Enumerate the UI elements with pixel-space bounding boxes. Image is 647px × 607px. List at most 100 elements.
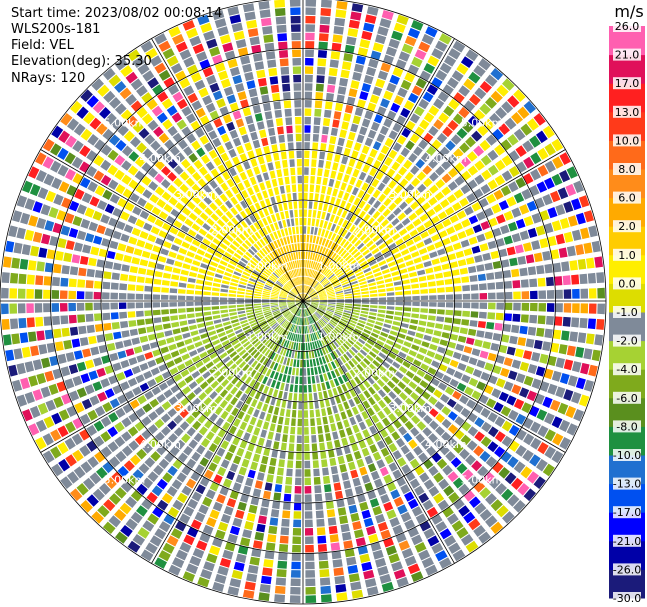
ray-gate xyxy=(275,16,286,25)
ray-gate xyxy=(326,152,333,161)
ray-gate xyxy=(151,105,163,117)
ray-gate xyxy=(228,297,236,301)
ray-gate xyxy=(264,42,275,52)
ray-gate xyxy=(282,274,288,282)
colorbar-tick-bg xyxy=(613,334,641,347)
ray-gate xyxy=(206,270,215,277)
ray-gate xyxy=(388,366,397,374)
ray-gate xyxy=(316,383,322,392)
ray-gate xyxy=(179,421,190,431)
ray-gate xyxy=(228,293,236,297)
ray-gate xyxy=(419,119,430,130)
ray-gate xyxy=(351,262,359,269)
ray-gate xyxy=(436,280,445,286)
ray-gate xyxy=(462,293,471,300)
ray-gate xyxy=(370,263,379,270)
ray-gate xyxy=(412,295,420,300)
ray-gate xyxy=(173,414,183,425)
ray-gate xyxy=(327,306,335,310)
ray-gate xyxy=(221,284,229,289)
ray-gate xyxy=(288,443,295,452)
ray-gate xyxy=(542,194,553,206)
ray-gate xyxy=(301,268,303,276)
ray-gate xyxy=(249,204,257,214)
ray-gate xyxy=(246,286,255,291)
ray-gate xyxy=(171,479,183,490)
ray-gate xyxy=(8,364,18,377)
ray-gate xyxy=(309,325,313,333)
ray-gate xyxy=(265,368,272,377)
ray-gate xyxy=(309,184,315,193)
ray-gate xyxy=(316,245,321,253)
ray-gate xyxy=(35,437,47,450)
ray-gate xyxy=(110,282,119,290)
ray-gate xyxy=(469,496,481,508)
ray-gate xyxy=(164,330,173,337)
ray-gate xyxy=(175,41,188,53)
ray-gate xyxy=(120,65,133,77)
ray-gate xyxy=(366,586,379,596)
ray-gate xyxy=(277,126,284,135)
ray-gate xyxy=(410,427,420,437)
ray-gate xyxy=(236,145,245,155)
ray-gate xyxy=(311,302,319,305)
ray-gate xyxy=(172,557,185,569)
ray-gate xyxy=(259,86,269,95)
ray-gate xyxy=(391,376,400,384)
ray-gate xyxy=(418,549,431,561)
ray-gate xyxy=(433,439,444,450)
ray-gate xyxy=(311,270,315,278)
ray-gate xyxy=(278,416,284,425)
ray-gate xyxy=(313,201,318,210)
ray-gate xyxy=(326,509,336,518)
ray-gate xyxy=(448,542,461,554)
ray-gate xyxy=(96,467,108,479)
ray-gate xyxy=(36,217,47,229)
ray-gate xyxy=(185,415,195,425)
ray-gate xyxy=(404,491,415,502)
ray-gate xyxy=(225,267,234,274)
ray-gate xyxy=(363,569,375,580)
ray-gate xyxy=(337,455,345,465)
ray-gate xyxy=(381,268,390,275)
ray-gate xyxy=(295,301,303,304)
ray-gate xyxy=(297,286,301,294)
ray-gate xyxy=(393,569,406,580)
ray-gate xyxy=(262,366,268,375)
ray-gate xyxy=(293,502,302,511)
ray-gate xyxy=(288,244,293,253)
ray-gate xyxy=(558,247,568,258)
ray-gate xyxy=(495,355,505,364)
ray-gate xyxy=(319,297,328,300)
ray-gate xyxy=(119,502,132,515)
ray-gate xyxy=(481,169,492,181)
ray-gate xyxy=(154,418,165,429)
ray-gate xyxy=(567,375,578,387)
ray-gate xyxy=(399,178,409,188)
ray-gate xyxy=(213,474,223,484)
ray-gate xyxy=(270,332,277,340)
ray-gate xyxy=(222,42,234,53)
ray-gate xyxy=(311,218,316,227)
ray-gate xyxy=(313,244,318,253)
ray-gate xyxy=(386,424,396,434)
ray-gate xyxy=(41,233,51,245)
ray-gate xyxy=(191,451,201,462)
ray-gate xyxy=(425,26,438,38)
ray-gate xyxy=(154,528,167,540)
ray-gate xyxy=(312,451,319,460)
ray-gate xyxy=(466,193,477,203)
ray-gate xyxy=(329,136,337,145)
ray-gate xyxy=(318,291,326,295)
ray-gate xyxy=(321,382,326,391)
ray-gate xyxy=(299,226,303,234)
ray-gate xyxy=(335,145,343,155)
ray-gate xyxy=(304,427,309,435)
ray-gate xyxy=(51,177,62,190)
ray-gate xyxy=(262,190,269,199)
ray-gate xyxy=(241,134,250,144)
ray-gate xyxy=(135,374,145,384)
ray-gate xyxy=(346,409,353,418)
ray-gate xyxy=(501,420,513,432)
ray-gate xyxy=(144,390,154,400)
